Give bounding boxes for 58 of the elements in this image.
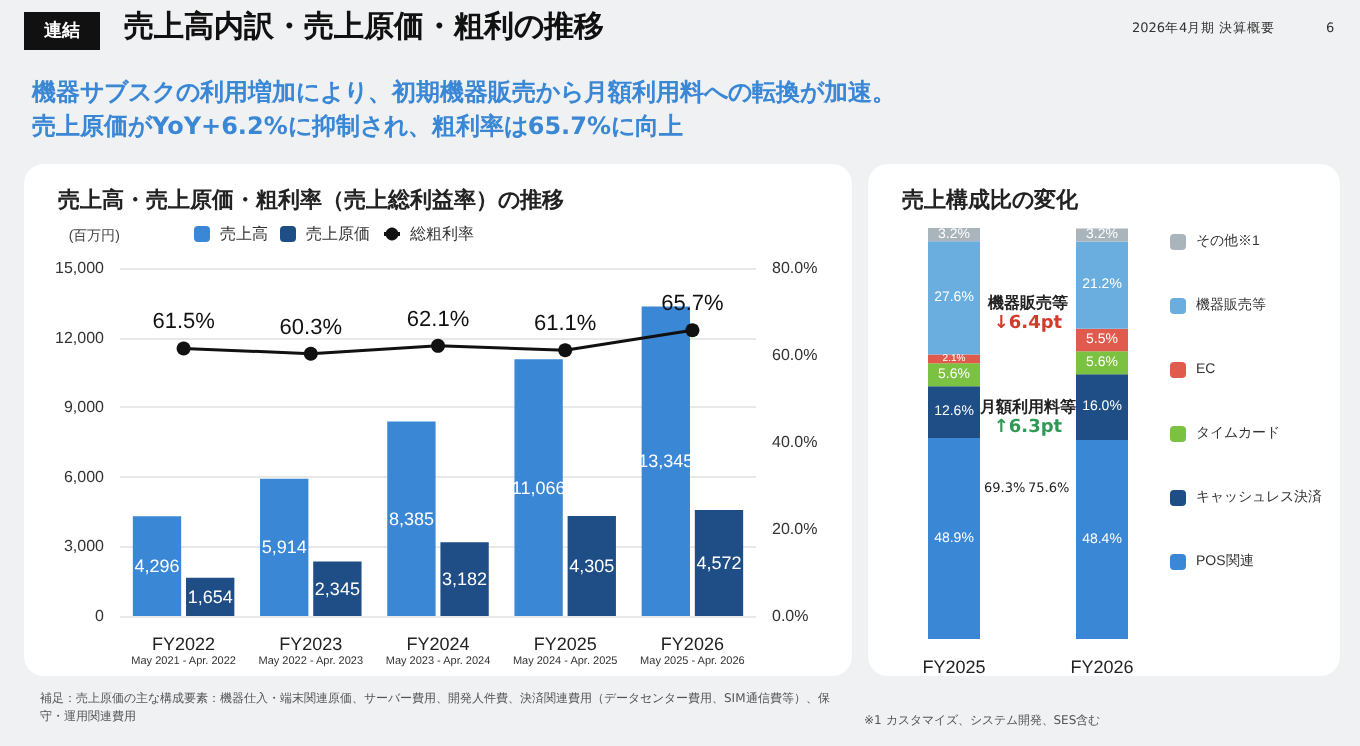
point <box>303 346 318 361</box>
bar <box>387 421 436 616</box>
bar <box>1076 440 1128 639</box>
text: 連結 <box>24 12 100 50</box>
y2-tick-label: 60.0% <box>772 346 818 364</box>
data-label: 61.5% <box>152 310 216 335</box>
data-label: 3,182 <box>442 569 488 590</box>
chart-title: 売上高・売上原価・粗利率（売上総利益率）の推移 <box>58 187 564 213</box>
bar <box>440 542 489 616</box>
data-label: 4,572 <box>696 552 742 573</box>
bar <box>132 516 182 616</box>
bar <box>1076 374 1128 441</box>
annotation: 月額利用料等 <box>980 396 1076 418</box>
bar <box>260 478 309 616</box>
y-tick-label: 0 <box>95 607 106 625</box>
text: 売上原価がYoY+6.2%に抑制され、粗利率は65.7%に向上 <box>32 110 683 144</box>
bar <box>694 509 744 616</box>
data-label: 8,385 <box>388 508 434 529</box>
data-label: 61.1% <box>534 312 597 337</box>
y-tick-label: 3,000 <box>63 537 106 556</box>
y-tick-label: 6,000 <box>63 467 106 486</box>
y2-tick-label: 80.0% <box>772 259 818 277</box>
point <box>558 343 573 358</box>
y-tick-label: 15,000 <box>55 259 106 277</box>
bar <box>1076 241 1128 329</box>
data-label: 1,654 <box>187 586 233 607</box>
text: 売上高内訳・売上原価・粗利の推移 <box>124 8 604 46</box>
y-tick-label: 9,000 <box>63 398 106 417</box>
data-label: 2,345 <box>314 578 360 599</box>
y2-tick-label: 20.0% <box>772 520 818 538</box>
y-tick-label: 12,000 <box>55 328 106 347</box>
annotation: 機器販売等 <box>988 292 1068 314</box>
y2-tick-label: 40.0% <box>772 433 818 451</box>
data-label: 5,914 <box>261 537 307 558</box>
text: 機器サブスクの利用増加により、初期機器販売から月額利用料への転換が加速。 <box>32 76 896 110</box>
chart-title: 売上構成比の変化 <box>902 187 1080 213</box>
bar <box>567 516 616 616</box>
data-label: 62.1% <box>406 307 470 332</box>
bar <box>514 359 563 616</box>
data-label: 11,066 <box>511 477 566 498</box>
point <box>685 323 700 338</box>
legend-label: 売上原価 <box>306 225 370 243</box>
data-label: 60.3% <box>279 315 343 340</box>
point <box>431 338 445 353</box>
x-tick-label: FY2026 <box>1070 657 1134 677</box>
x-tick-label: FY2025 <box>922 657 986 677</box>
annotation: ↑6.3pt <box>993 418 1063 438</box>
data-label: 4,296 <box>134 556 180 577</box>
legend-label: 総粗利率 <box>408 225 474 243</box>
legend-label: 売上高 <box>220 225 268 243</box>
bar <box>928 386 980 439</box>
data-label: 65.7% <box>661 292 725 317</box>
bar <box>928 438 980 639</box>
bar <box>928 241 980 355</box>
y2-tick-label: 0.0% <box>772 607 809 625</box>
data-label: 4,305 <box>569 556 615 577</box>
annotation: ↓6.4pt <box>993 314 1063 334</box>
point <box>176 341 191 356</box>
